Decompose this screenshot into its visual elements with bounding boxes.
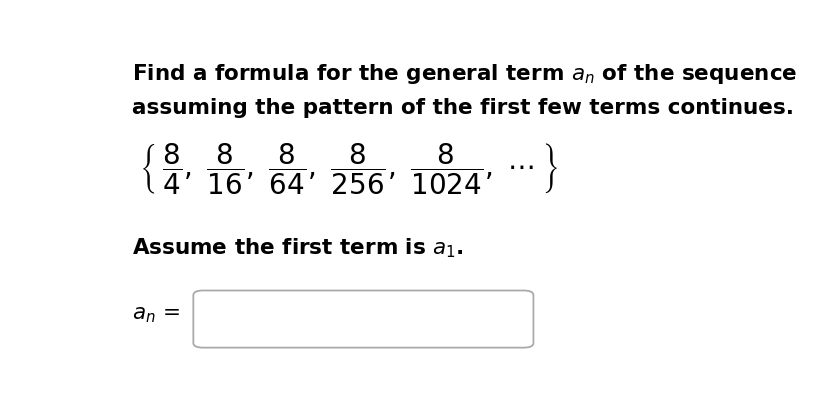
- Text: $\left\{\, \dfrac{8}{4},\ \dfrac{8}{16},\ \dfrac{8}{64},\ \dfrac{8}{256},\ \dfra: $\left\{\, \dfrac{8}{4},\ \dfrac{8}{16},…: [139, 141, 557, 196]
- Text: assuming the pattern of the first few terms continues.: assuming the pattern of the first few te…: [132, 97, 793, 117]
- FancyBboxPatch shape: [193, 290, 533, 348]
- Text: Assume the first term is $a_1$.: Assume the first term is $a_1$.: [132, 237, 464, 260]
- Text: $a_n$ =: $a_n$ =: [132, 305, 180, 325]
- Text: Find a formula for the general term $a_n$ of the sequence: Find a formula for the general term $a_n…: [132, 62, 796, 86]
